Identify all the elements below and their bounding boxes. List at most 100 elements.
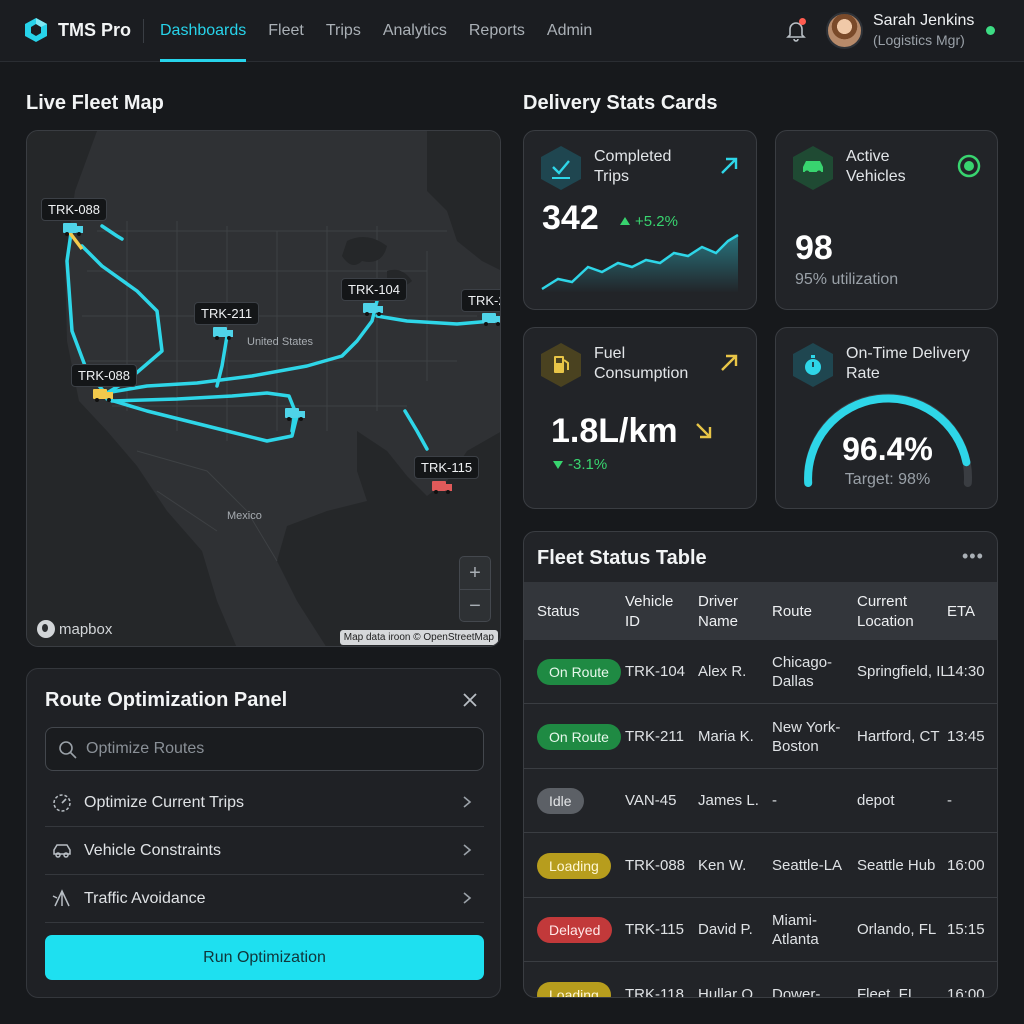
zoom-in-button[interactable]: + (469, 562, 481, 584)
col-driver-name[interactable]: Driver Name (698, 592, 738, 632)
col-driver-name-line2: Name (698, 613, 739, 630)
table-row[interactable]: Loading TRK-088 Ken W. Seattle-LA Seattle Hu… (524, 834, 997, 898)
col-eta[interactable]: ETA (947, 603, 976, 620)
nav-fleet[interactable]: Fleet (268, 22, 304, 39)
status-badge: Loading (537, 981, 611, 997)
close-icon[interactable] (461, 691, 479, 709)
app-logo[interactable]: TMS Pro (24, 17, 131, 43)
user-role: (Logistics Mgr) (873, 32, 965, 48)
table-row[interactable]: On Route TRK-104 Alex R. Chicago- Dallas Spri… (524, 640, 997, 704)
route-cell: Dower- (772, 985, 821, 998)
chevron-right-icon (463, 796, 472, 808)
location-cell: Orlando, FL (857, 921, 937, 938)
truck-label-trk-088-south[interactable]: TRK-088 (71, 364, 138, 387)
route-cell-line1: Dower- (772, 985, 821, 998)
truck-label-trk-104[interactable]: TRK-104 (341, 278, 408, 301)
notification-dot (799, 18, 806, 25)
route-cell-line2: Boston (772, 737, 819, 755)
route-optimization-panel: Route Optimization Panel Optimize Curren… (26, 668, 501, 998)
route-cell-line1: - (772, 792, 777, 809)
fleet-table-title: Fleet Status Table (537, 547, 707, 569)
driver-name-cell: Alex R. (698, 663, 747, 680)
col-current-location[interactable]: Current Location (857, 592, 914, 632)
route-cell-line1: Seattle-LA (772, 856, 843, 874)
completed-trips-sparkline (541, 233, 739, 293)
col-status[interactable]: Status (537, 603, 580, 620)
check-icon (541, 146, 581, 190)
online-status-dot (986, 26, 995, 35)
route-cell: Miami- Atlanta (772, 911, 819, 949)
nav-admin[interactable]: Admin (546, 22, 593, 39)
table-row[interactable]: Idle VAN-45 James L. - depot - (524, 769, 997, 833)
optimize-search-box (45, 727, 484, 771)
nav-trips[interactable]: Trips (325, 22, 361, 39)
fuel-consumption-card[interactable]: Fuel Consumption 1.8L/km -3.1% (523, 327, 757, 509)
stopwatch-icon (793, 343, 833, 387)
triangle-up-icon (620, 217, 630, 225)
completed-trips-value: 342 (542, 199, 599, 237)
optimize-search-input[interactable] (86, 728, 476, 770)
run-optimization-button[interactable]: Run Optimization (45, 935, 484, 980)
route-cell-line1: New York- (772, 718, 841, 736)
main-nav: Dashboards Fleet Trips Analytics Reports… (160, 0, 603, 62)
status-badge: Idle (537, 788, 584, 814)
user-avatar[interactable] (826, 12, 863, 49)
optimize-current-trips-label: Optimize Current Trips (84, 794, 245, 811)
car-icon (53, 844, 71, 858)
truck-label-trk-088-north[interactable]: TRK-088 (41, 198, 108, 221)
on-time-delivery-value: 96.4% (842, 431, 933, 467)
on-time-gauge (804, 393, 972, 487)
col-vehicle-id[interactable]: Vehicle ID (625, 592, 673, 632)
driver-name-cell: David P. (698, 921, 753, 938)
location-cell: Springfield, IL (857, 663, 949, 680)
truck-label-trk-211[interactable]: TRK-211 (194, 302, 260, 325)
map-attribution[interactable]: Map data iroon © OpenStreetMap (339, 630, 498, 645)
vehicle-constraints-item[interactable]: Vehicle Constraints (45, 827, 484, 875)
fuel-consumption-title: Fuel Consumption (594, 344, 688, 384)
status-badge: On Route (537, 659, 621, 685)
fleet-status-table: Fleet Status Table ••• Status Vehicle ID… (523, 531, 998, 998)
col-current-location-line2: Location (857, 613, 914, 630)
eta-cell: - (947, 792, 952, 809)
vehicle-id-cell: VAN-45 (625, 792, 677, 809)
optimize-current-trips-item[interactable]: Optimize Current Trips (45, 779, 484, 827)
completed-trips-card[interactable]: Completed Trips 342 +5.2% (523, 130, 757, 310)
truck-markers (63, 223, 500, 494)
mapbox-logo[interactable]: mapbox (37, 620, 112, 638)
more-options-icon[interactable]: ••• (962, 546, 984, 566)
nav-dashboards[interactable]: Dashboards (160, 0, 247, 62)
traffic-avoidance-item[interactable]: Traffic Avoidance (45, 875, 484, 923)
fuel-consumption-title-line2: Consumption (594, 365, 689, 382)
table-row[interactable]: Loading TRK-118 Hullar O. Dower- Fleet, FL 16… (524, 963, 997, 998)
truck-label-trk-2[interactable]: TRK-2 (461, 289, 500, 312)
route-panel-title: Route Optimization Panel (45, 689, 288, 711)
table-row[interactable]: Delayed TRK-115 David P. Miami- Atlanta Orlan… (524, 898, 997, 962)
nav-analytics[interactable]: Analytics (382, 22, 447, 39)
search-icon (59, 741, 77, 759)
on-time-gauge-fill (804, 394, 971, 487)
mapbox-text: mapbox (59, 620, 113, 638)
col-vehicle-id-line2: ID (625, 613, 640, 630)
truck-label-trk-115[interactable]: TRK-115 (414, 456, 480, 479)
map-zoom-control: + − (459, 556, 491, 622)
arrow-up-right-icon (721, 157, 738, 174)
nav-reports[interactable]: Reports (468, 22, 525, 39)
live-fleet-map[interactable]: United States Mexico TRK-088 TRK-104 TRK… (26, 130, 501, 647)
eta-cell: 13:45 (947, 727, 985, 745)
notifications-button[interactable] (784, 18, 808, 42)
fuel-consumption-value: 1.8L/km (551, 412, 678, 450)
on-time-delivery-card[interactable]: On-Time Delivery Rate 96.4% Target: 98% (775, 327, 998, 509)
location-cell: depot (857, 792, 895, 809)
driver-name-cell: Ken W. (698, 856, 747, 874)
table-row[interactable]: On Route TRK-211 Maria K. New York- Boston Ha… (524, 705, 997, 769)
triangle-down-icon (553, 461, 563, 469)
zoom-out-button[interactable]: − (460, 589, 490, 621)
driver-name-cell: Hullar O. (698, 985, 758, 998)
col-route[interactable]: Route (772, 603, 813, 620)
location-cell: Hartford, CT (857, 727, 940, 745)
active-vehicles-card[interactable]: Active Vehicles 98 95% utilization (775, 130, 998, 310)
map-section-title: Live Fleet Map (26, 92, 164, 114)
status-badge: Delayed (537, 917, 613, 943)
user-name: Sarah Jenkins (873, 12, 975, 29)
country-label-mexico: Mexico (227, 510, 262, 522)
